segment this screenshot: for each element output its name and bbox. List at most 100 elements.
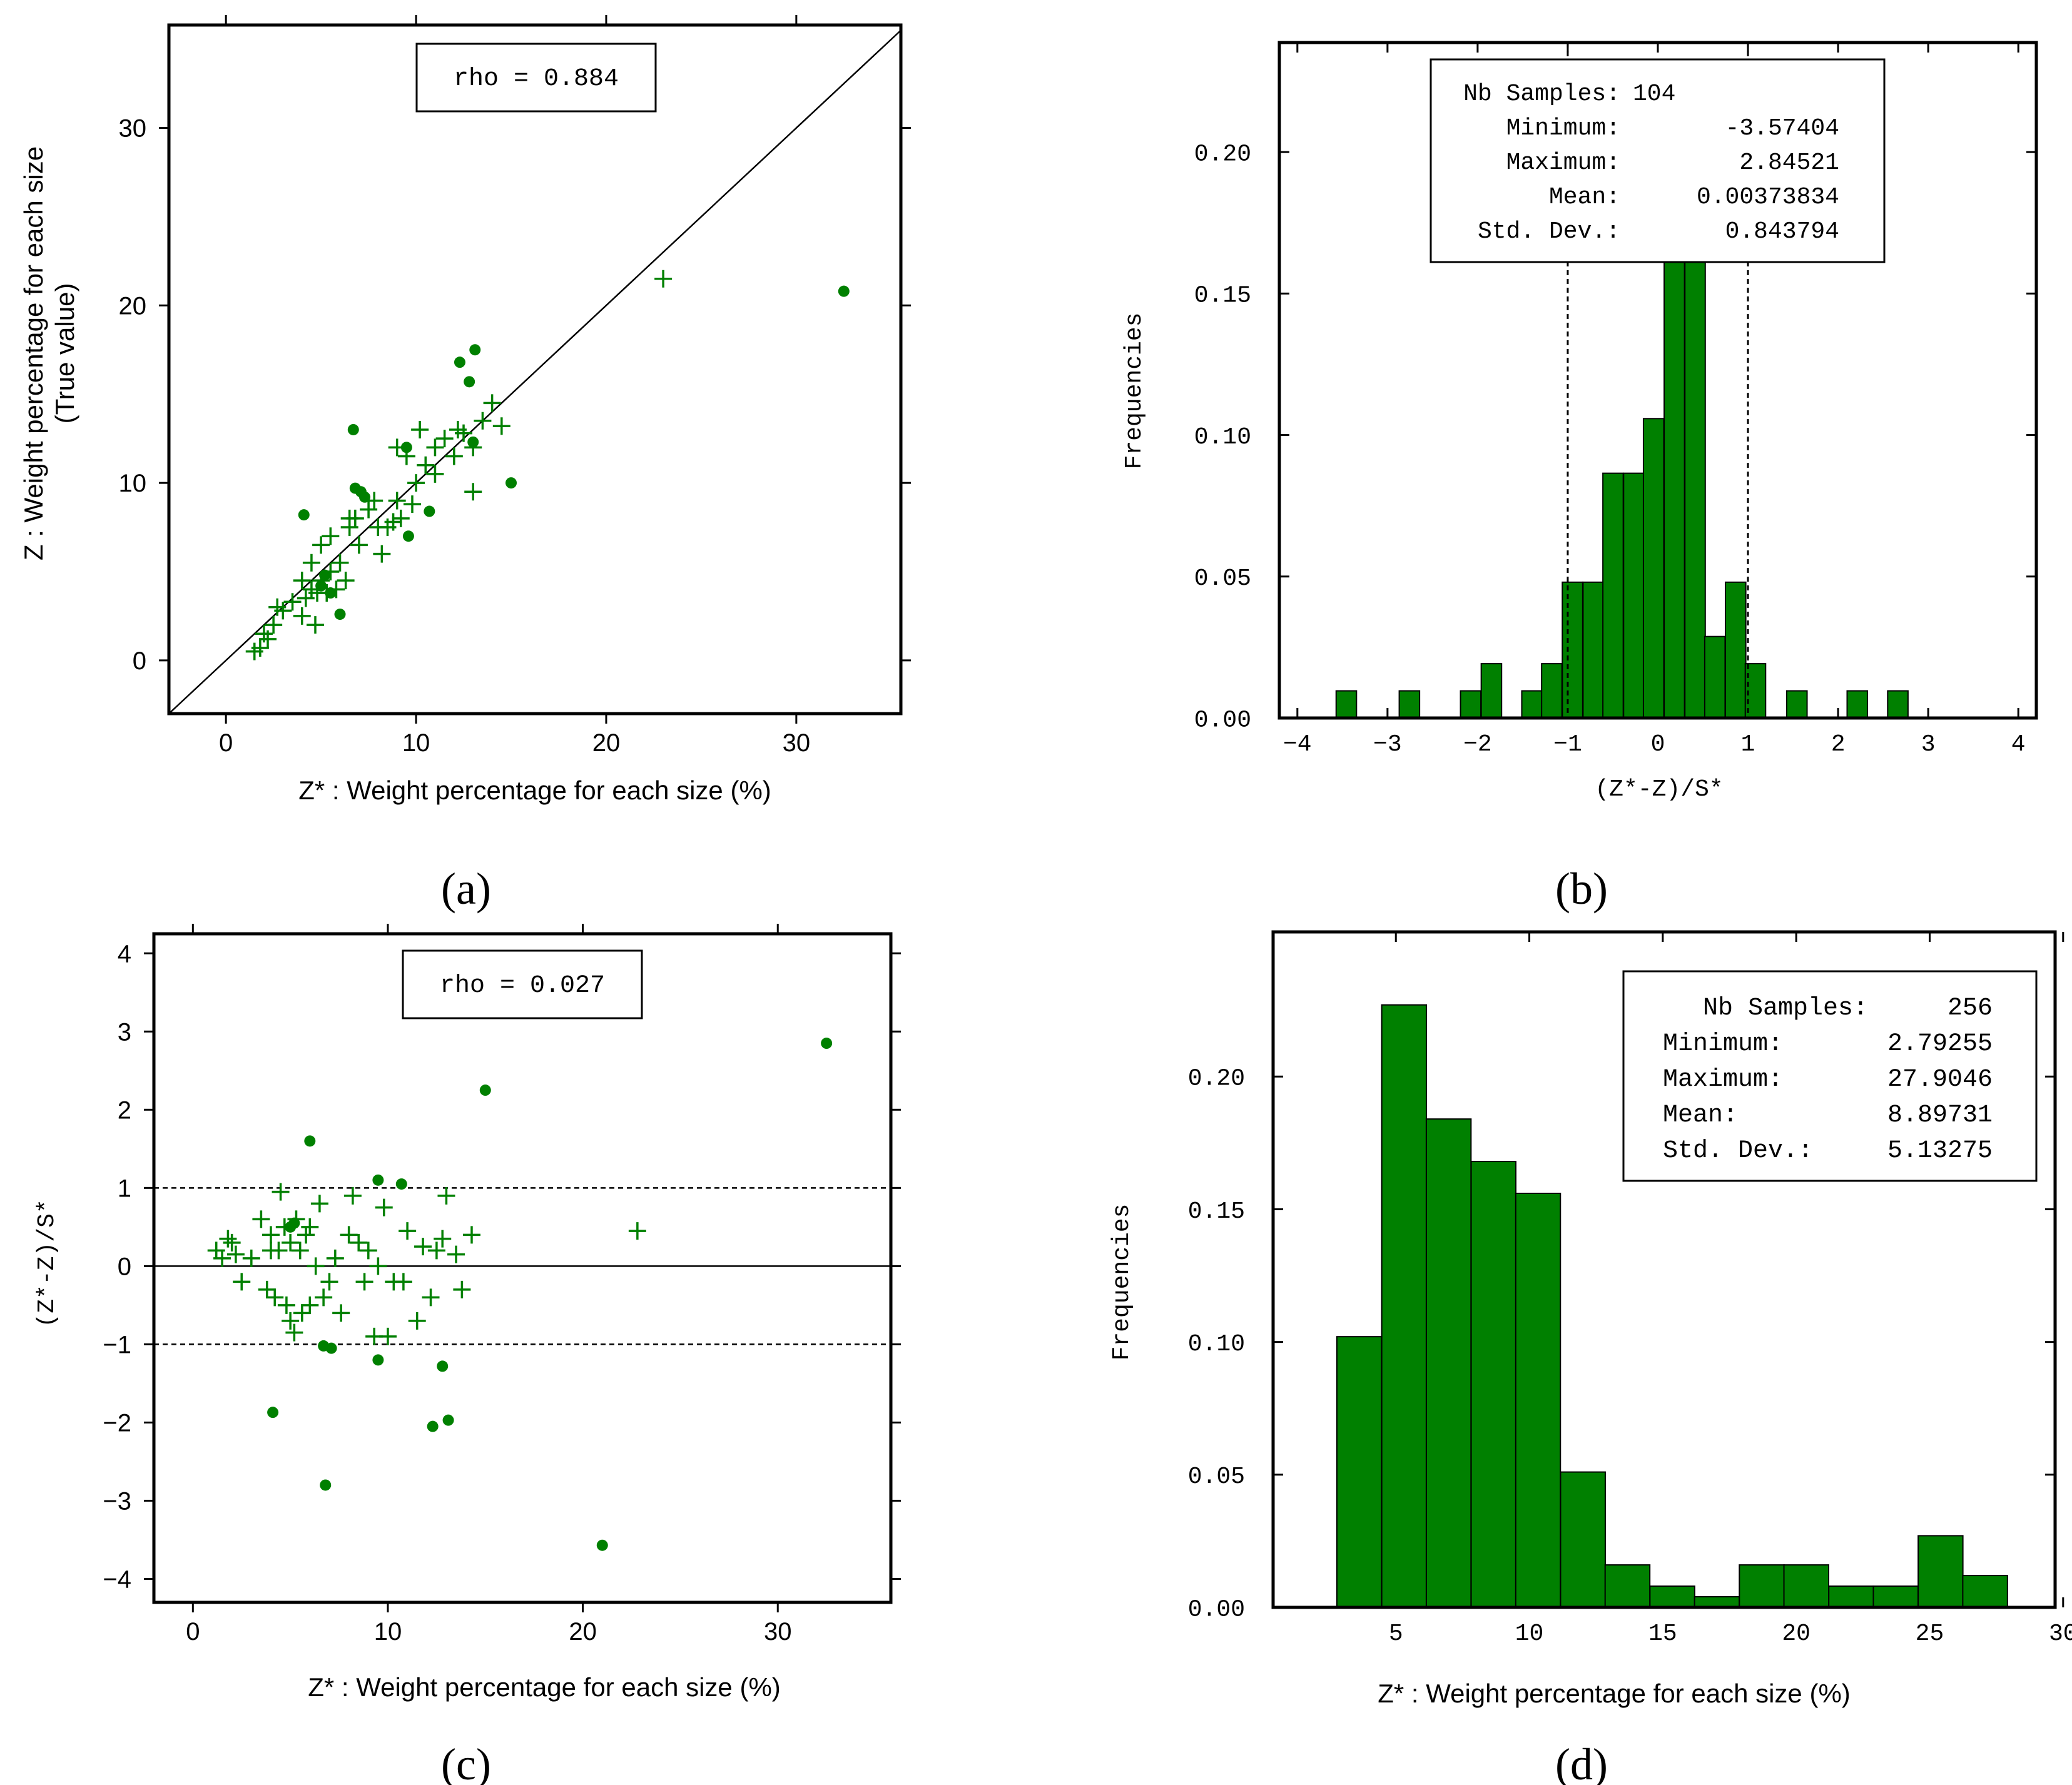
panel-c-ylabel: (Z*-Z)/S* — [34, 1199, 61, 1327]
histogram-bar — [1642, 418, 1665, 719]
plus-point — [399, 1222, 417, 1240]
plus-point — [378, 1327, 397, 1345]
plus-point — [340, 509, 358, 527]
dot-point — [359, 491, 371, 503]
y-tick-label: −1 — [103, 1331, 131, 1358]
dot-point — [505, 477, 517, 489]
dot-point — [267, 1407, 279, 1418]
histogram-bar — [1917, 1535, 1964, 1608]
histogram-bar — [1460, 690, 1482, 719]
panel-c: 0 10 20 30 −4 −3 −2 −1 0 1 2 3 4 rho = 0.027 Z* : We… — [34, 924, 901, 1785]
dot-point — [838, 285, 850, 297]
plus-point — [426, 465, 444, 483]
y-tick-label: 30 — [119, 115, 147, 143]
y-tick-label: 4 — [118, 940, 131, 968]
panel-d-label: (d) — [1555, 1739, 1608, 1785]
histogram-bar — [1398, 690, 1421, 719]
plus-point — [447, 1245, 465, 1263]
y-tick-label: −3 — [103, 1487, 131, 1515]
dot-point — [315, 580, 327, 592]
panel-b-xlabel: (Z*-Z)/S* — [1595, 776, 1723, 803]
dot-point — [319, 569, 331, 581]
plus-point — [301, 1218, 319, 1236]
panel-b-bars — [1335, 227, 1909, 719]
plus-point — [427, 1241, 445, 1260]
dot-point — [821, 1038, 833, 1049]
plus-point — [474, 412, 492, 430]
panel-c-label: (c) — [441, 1739, 491, 1785]
plus-point — [322, 527, 340, 545]
stats-value: 256 — [1948, 994, 1993, 1023]
stats-label: Std. Dev.: — [1478, 218, 1620, 245]
plus-point — [373, 545, 391, 563]
stats-value: 2.79255 — [1887, 1030, 1993, 1058]
stats-value: 104 — [1633, 81, 1675, 108]
plus-point — [320, 1273, 338, 1291]
histogram-bar — [1846, 690, 1869, 719]
plus-point — [359, 1241, 377, 1260]
plus-point — [403, 495, 421, 513]
plus-point — [291, 1241, 309, 1260]
plus-point — [258, 1280, 276, 1298]
plus-point — [277, 1296, 295, 1314]
histogram-bar — [1663, 227, 1685, 719]
plus-point — [355, 1273, 373, 1291]
dot-point — [596, 1539, 608, 1551]
plus-point — [384, 513, 402, 531]
panel-a-label: (a) — [441, 864, 491, 914]
x-tick-label: 20 — [592, 729, 621, 757]
y-tick-label: 0.10 — [1188, 1331, 1245, 1358]
plus-point — [326, 1249, 344, 1267]
x-tick-label: −2 — [1463, 731, 1492, 758]
histogram-bar — [1582, 581, 1604, 719]
plus-point — [312, 536, 330, 554]
panel-a-ylabel-line1: Z : Weight percentage for each size — [19, 146, 48, 560]
stats-label: Maximum: — [1506, 149, 1620, 176]
y-tick-label: −4 — [103, 1565, 131, 1593]
plus-point — [297, 589, 315, 607]
histogram-bar — [1541, 663, 1563, 719]
histogram-bar — [1725, 581, 1747, 719]
plus-point — [407, 474, 425, 492]
x-tick-label: 30 — [764, 1618, 792, 1646]
plus-point — [262, 1226, 280, 1244]
panel-c-rho-text: rho = 0.027 — [440, 972, 605, 1000]
stats-label: Minimum: — [1506, 115, 1620, 142]
y-tick-label: 0.20 — [1188, 1066, 1245, 1093]
histogram-bar — [1649, 1585, 1695, 1608]
y-tick-label: 0.00 — [1194, 707, 1251, 734]
plus-point — [337, 572, 355, 590]
plus-point — [417, 456, 435, 474]
x-tick-label: 10 — [374, 1618, 402, 1646]
y-tick-label: 0.20 — [1194, 141, 1251, 168]
plus-point — [628, 1222, 646, 1240]
plus-point — [434, 1230, 452, 1248]
plus-point — [375, 1198, 393, 1216]
plus-point — [242, 1249, 260, 1267]
histogram-bar — [1739, 1564, 1785, 1608]
dot-point — [372, 1354, 384, 1366]
x-tick-label: −1 — [1553, 731, 1582, 758]
plus-point — [445, 447, 463, 465]
plus-point — [369, 1257, 387, 1275]
plus-point — [266, 1288, 284, 1307]
panel-b-label: (b) — [1555, 864, 1608, 914]
stats-label: Nb Samples: — [1463, 81, 1620, 108]
plus-point — [343, 1186, 362, 1205]
dot-point — [454, 356, 465, 368]
plus-point — [262, 1241, 280, 1260]
x-tick-label: 1 — [1741, 731, 1755, 758]
histogram-bar — [1562, 581, 1583, 719]
histogram-bar — [1962, 1575, 2008, 1609]
plus-point — [272, 1183, 290, 1201]
stats-value: 8.89731 — [1887, 1101, 1993, 1130]
plus-point — [360, 500, 378, 518]
panel-a-frame — [167, 23, 903, 716]
stats-label: Mean: — [1549, 184, 1620, 211]
plus-point — [492, 417, 510, 435]
plus-point — [350, 536, 368, 554]
stats-value: 5.13275 — [1887, 1137, 1993, 1165]
y-tick-label: 0.15 — [1188, 1198, 1245, 1225]
dot-point — [304, 1135, 316, 1147]
plus-point — [251, 639, 269, 657]
